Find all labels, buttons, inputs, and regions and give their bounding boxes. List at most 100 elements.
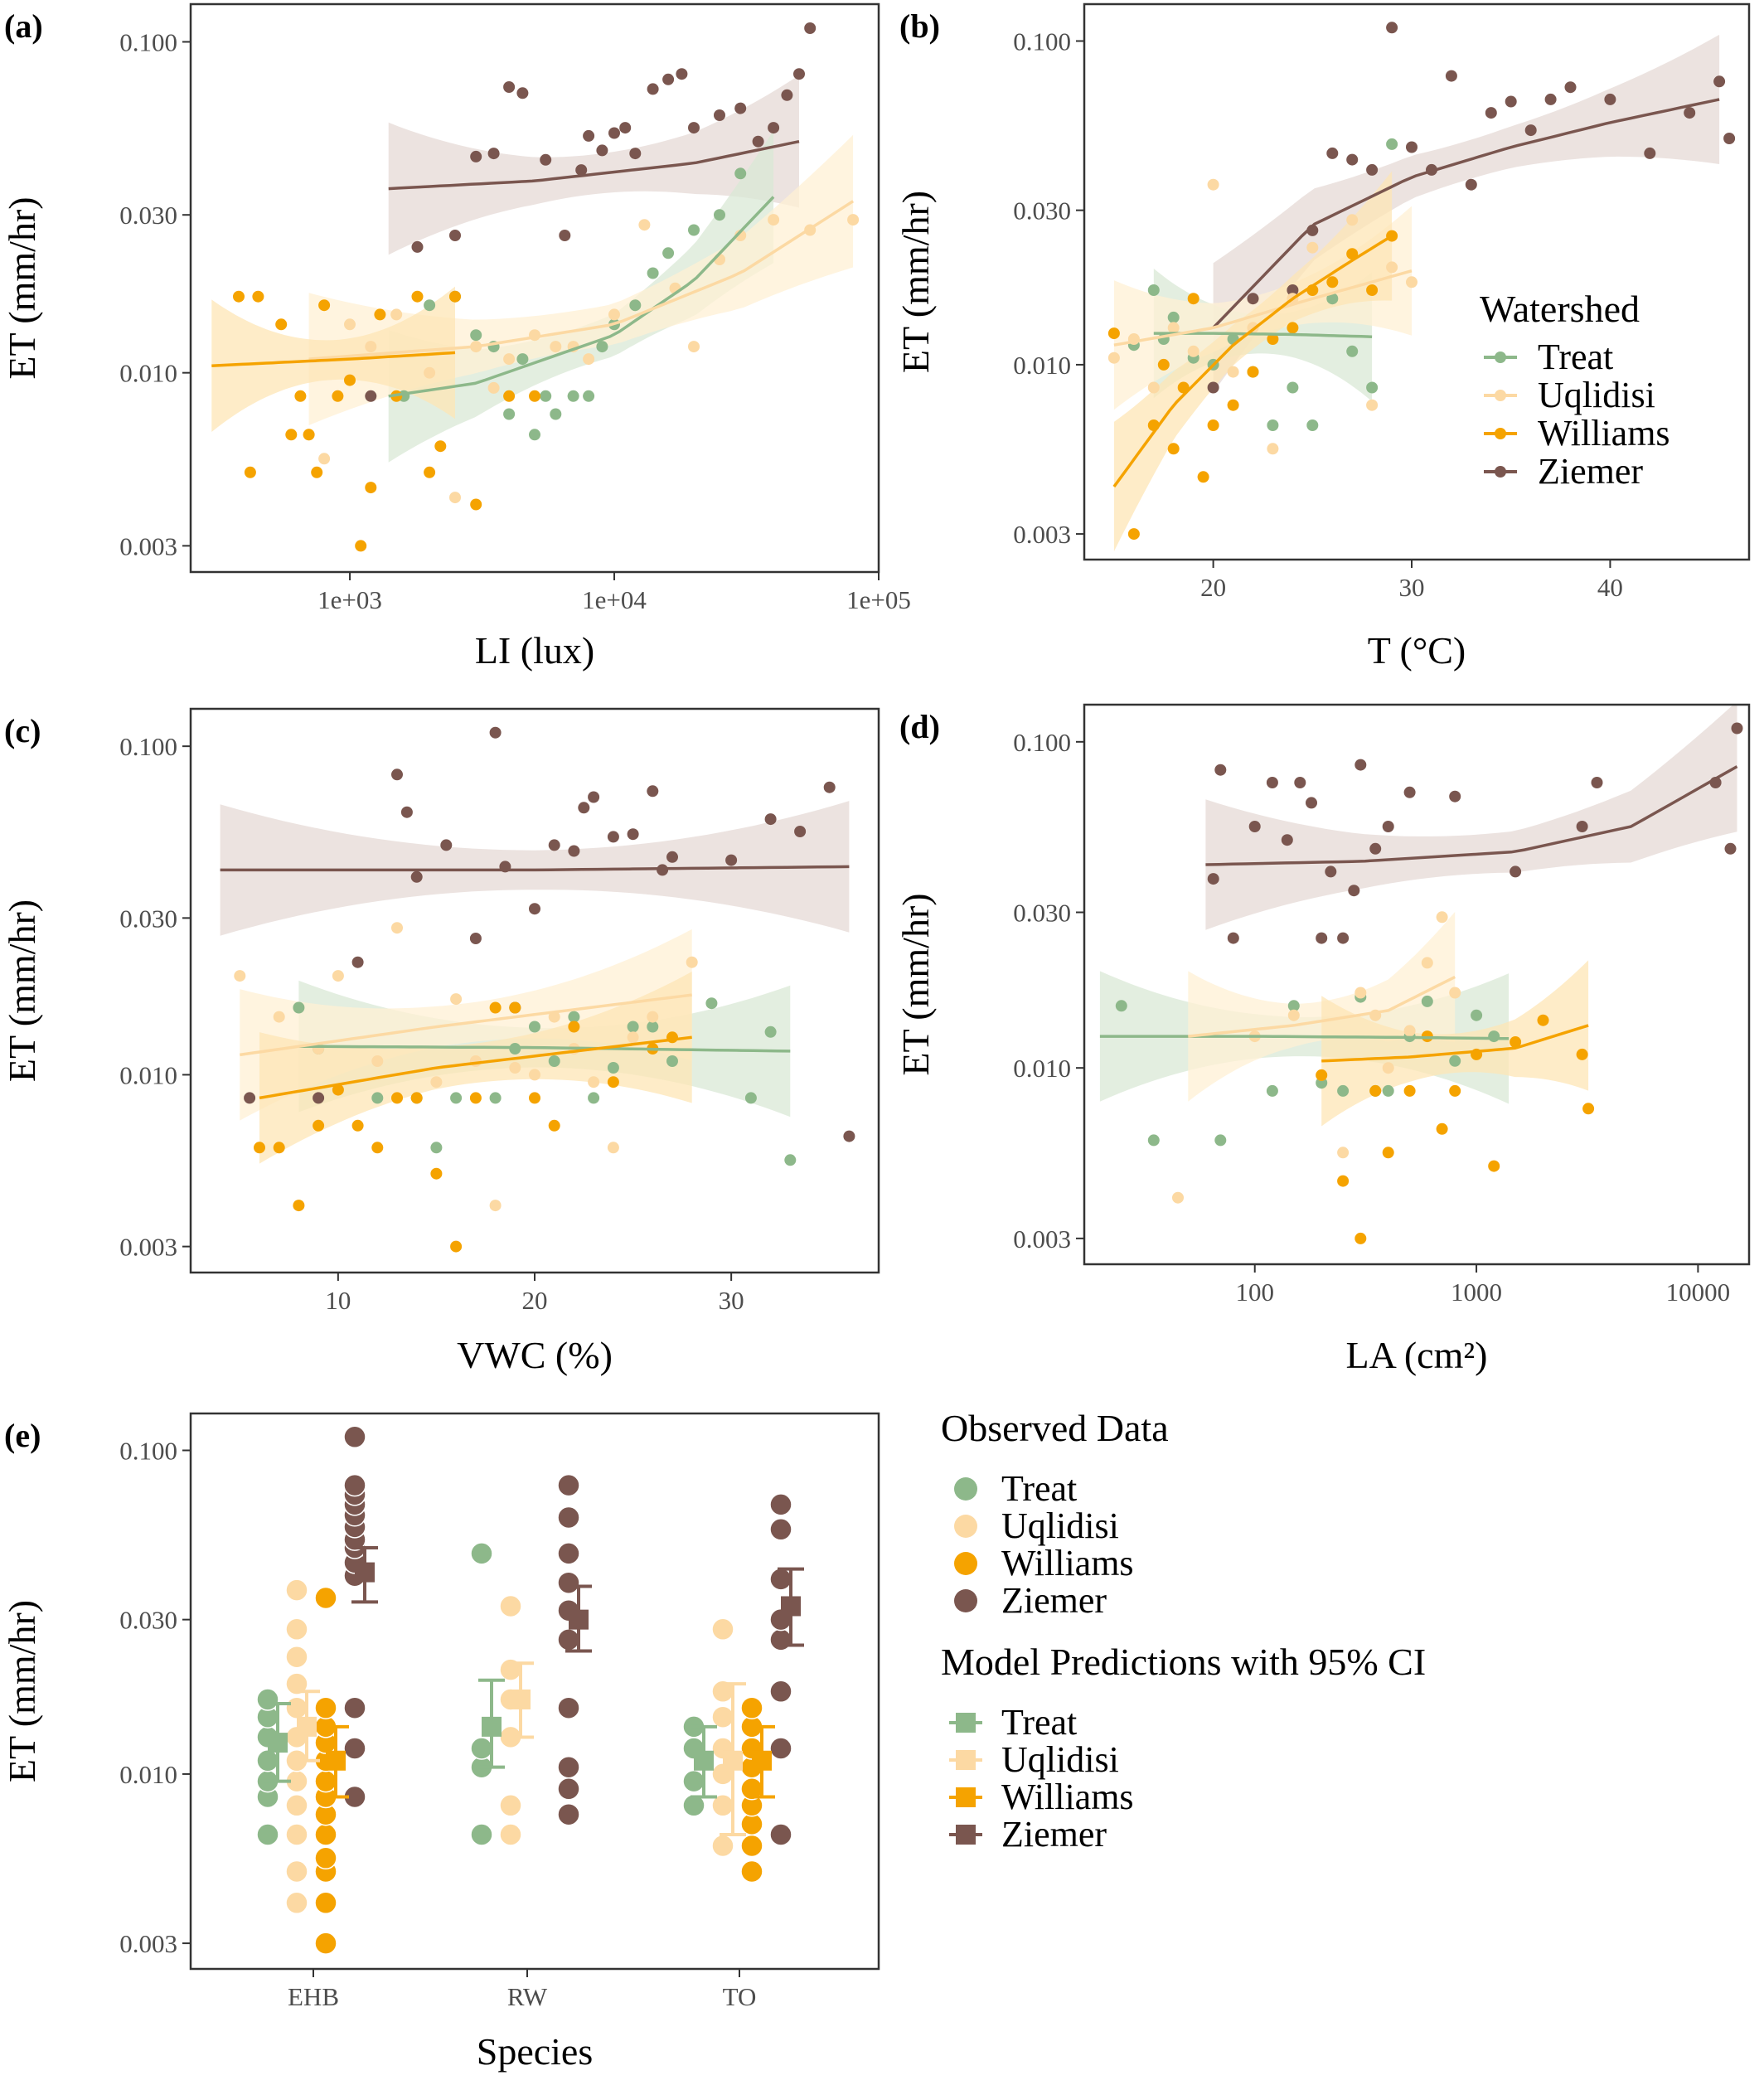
point-uqlidisi bbox=[1366, 399, 1379, 411]
point-williams bbox=[233, 290, 245, 303]
observed-point-williams bbox=[314, 1846, 337, 1870]
point-ziemer bbox=[823, 781, 836, 793]
point-williams bbox=[1227, 399, 1239, 411]
panel-e: 0.100 0.030 0.010 0.003 EHB RW TO (e) ET (mm/hr)… bbox=[1, 1412, 880, 2073]
prediction-mark-ziemer bbox=[569, 1609, 589, 1630]
point-treat bbox=[666, 1055, 678, 1067]
point-williams bbox=[254, 1142, 265, 1154]
point-ziemer bbox=[619, 122, 632, 134]
x-axis-label: VWC (%) bbox=[457, 1334, 613, 1376]
fit-line-treat bbox=[1153, 332, 1373, 338]
x-axis-label: Species bbox=[477, 2030, 594, 2073]
observed-point-treat bbox=[256, 1688, 279, 1711]
point-ziemer bbox=[1591, 777, 1603, 788]
point-treat bbox=[714, 209, 725, 221]
point-treat bbox=[516, 353, 529, 366]
legend-title: Watershed bbox=[1480, 288, 1640, 330]
point-williams bbox=[365, 482, 377, 494]
point-treat bbox=[1167, 311, 1180, 323]
panel-border bbox=[189, 1412, 880, 1971]
observed-point-ziemer bbox=[769, 1568, 792, 1591]
y-tick-label: 0.003 bbox=[119, 531, 177, 560]
point-williams bbox=[1436, 1122, 1448, 1135]
point-ziemer bbox=[1281, 834, 1293, 846]
x-tick-label: TO bbox=[723, 1982, 757, 2011]
point-ziemer bbox=[793, 68, 805, 80]
legend-item: Treat bbox=[1538, 337, 1613, 377]
point-uqlidisi bbox=[1172, 1191, 1184, 1204]
point-ziemer bbox=[608, 127, 620, 139]
point-ziemer bbox=[1386, 22, 1398, 34]
observed-point-ziemer bbox=[343, 1425, 366, 1449]
point-williams bbox=[568, 1021, 580, 1033]
point-uqlidisi bbox=[509, 1062, 521, 1074]
observed-point-williams bbox=[314, 1696, 337, 1719]
point-treat bbox=[1382, 1084, 1394, 1097]
observed-point-uqlidisi bbox=[285, 1823, 308, 1846]
point-uqlidisi bbox=[489, 1200, 502, 1212]
point-uqlidisi bbox=[1337, 1147, 1350, 1159]
prediction-mark-uqlidisi bbox=[723, 1750, 743, 1771]
point-uqlidisi bbox=[1287, 1009, 1300, 1021]
point-williams bbox=[1127, 528, 1140, 541]
point-ziemer bbox=[627, 828, 639, 841]
point-ziemer bbox=[596, 144, 608, 157]
point-williams bbox=[244, 466, 256, 478]
fit-line-uqlidisi bbox=[1188, 975, 1456, 1038]
legend-item: Uqlidisi bbox=[1001, 1505, 1119, 1546]
point-ziemer bbox=[540, 153, 552, 166]
point-ziemer bbox=[1604, 93, 1616, 105]
observed-point-uqlidisi bbox=[711, 1617, 734, 1641]
point-uqlidisi bbox=[608, 308, 620, 321]
legend-item: Ziemer bbox=[1001, 1580, 1107, 1621]
point-ziemer bbox=[1316, 932, 1328, 944]
legend-key-square bbox=[956, 1825, 976, 1845]
observed-point-williams bbox=[314, 1932, 337, 1955]
prediction-mark-williams bbox=[752, 1750, 772, 1771]
x-tick-label: RW bbox=[507, 1982, 548, 2011]
point-ziemer bbox=[676, 68, 688, 80]
point-treat bbox=[568, 1011, 580, 1023]
fit-line-williams bbox=[211, 351, 456, 367]
point-treat bbox=[529, 1021, 540, 1033]
point-ziemer bbox=[313, 1092, 325, 1104]
point-ziemer bbox=[1576, 821, 1588, 832]
ci-band-ziemer bbox=[220, 801, 850, 936]
point-uqlidisi bbox=[686, 956, 698, 968]
point-treat bbox=[607, 1062, 619, 1074]
y-tick-label: 0.010 bbox=[1013, 1054, 1071, 1083]
y-tick-label: 0.010 bbox=[1013, 351, 1071, 380]
point-williams bbox=[1207, 419, 1219, 431]
ci-band-williams bbox=[1113, 171, 1393, 552]
point-uqlidisi bbox=[1167, 322, 1180, 334]
x-tick-label: 20 bbox=[522, 1286, 548, 1315]
observed-point-ziemer bbox=[769, 1493, 792, 1516]
point-treat bbox=[1266, 1084, 1278, 1097]
fit-line-uqlidisi bbox=[1113, 269, 1413, 347]
observed-point-ziemer bbox=[769, 1518, 792, 1541]
panel-label: (c) bbox=[4, 712, 41, 749]
point-uqlidisi bbox=[503, 353, 516, 366]
point-treat bbox=[1421, 995, 1433, 1007]
point-ziemer bbox=[1214, 764, 1227, 776]
point-uqlidisi bbox=[688, 341, 700, 353]
point-treat bbox=[596, 341, 608, 353]
ci-band-ziemer bbox=[1213, 34, 1720, 393]
point-treat bbox=[744, 1092, 757, 1104]
y-tick-label: 0.100 bbox=[119, 1436, 177, 1465]
y-tick-label: 0.100 bbox=[119, 732, 177, 761]
point-williams bbox=[318, 299, 331, 312]
point-uqlidisi bbox=[583, 353, 595, 366]
point-treat bbox=[1306, 419, 1319, 431]
fit-line-ziemer bbox=[220, 865, 850, 872]
point-treat bbox=[371, 1092, 384, 1104]
legend-key-point bbox=[1495, 466, 1506, 478]
point-uqlidisi bbox=[638, 219, 651, 231]
point-ziemer bbox=[1337, 932, 1350, 944]
point-ziemer bbox=[1724, 842, 1737, 855]
legend-key-observed bbox=[954, 1552, 977, 1575]
point-ziemer bbox=[1403, 786, 1416, 798]
point-ziemer bbox=[1247, 293, 1259, 305]
point-uqlidisi bbox=[768, 214, 780, 226]
point-ziemer bbox=[688, 122, 700, 134]
